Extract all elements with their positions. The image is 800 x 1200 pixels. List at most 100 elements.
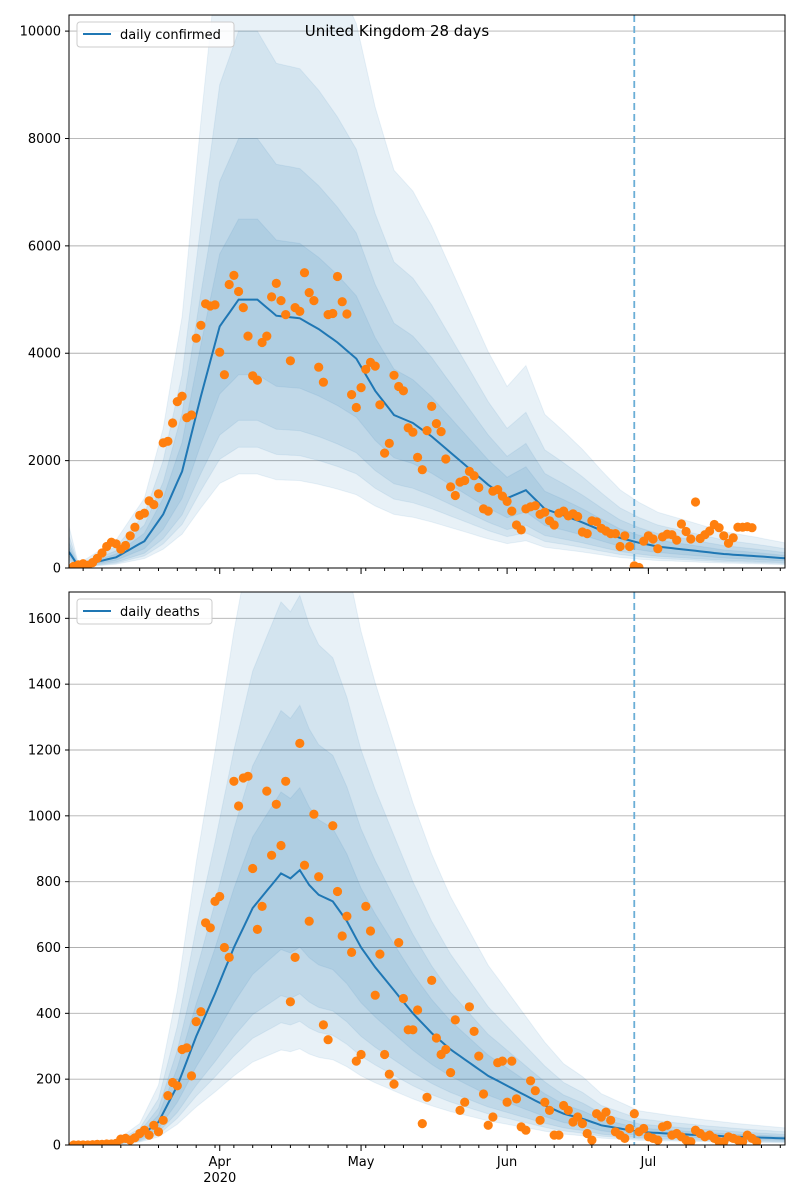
observation-point xyxy=(738,1137,748,1145)
observation-point xyxy=(257,337,267,348)
observation-point xyxy=(285,997,295,1007)
y-tick-label: 6000 xyxy=(28,239,61,254)
observation-point xyxy=(427,975,437,986)
observation-point xyxy=(450,1015,460,1025)
observation-point xyxy=(205,923,215,933)
observation-point xyxy=(705,526,715,536)
observation-point xyxy=(686,1137,696,1145)
observation-point xyxy=(262,331,272,341)
observation-point xyxy=(356,1049,366,1060)
confirmed-y-axis: 0 2000 4000 6000 8000 10000 xyxy=(20,25,69,577)
observation-point xyxy=(314,872,324,882)
observation-point xyxy=(483,1120,493,1130)
y-tick-label: 0 xyxy=(53,1139,61,1154)
observation-point xyxy=(153,489,164,499)
observation-point xyxy=(544,1105,555,1115)
observation-point xyxy=(446,1068,456,1078)
observation-point xyxy=(224,279,234,290)
observation-point xyxy=(521,1125,531,1135)
observation-point xyxy=(587,1135,597,1145)
legend-box xyxy=(76,598,213,625)
observation-point xyxy=(361,901,371,912)
observation-point xyxy=(511,1094,522,1104)
observation-point xyxy=(281,310,291,320)
y-tick-label: 4000 xyxy=(28,347,61,362)
observation-point xyxy=(342,309,352,319)
observation-point xyxy=(455,1105,465,1115)
observation-point xyxy=(342,911,352,921)
observation-point xyxy=(186,410,197,420)
observation-point xyxy=(304,288,314,298)
x-tick-label: Apr xyxy=(208,1155,231,1170)
observation-point xyxy=(219,370,229,380)
confirmed-legend: daily confirmed xyxy=(76,21,235,48)
credible-band xyxy=(69,218,785,568)
observation-point xyxy=(634,562,644,568)
observation-point xyxy=(229,776,239,786)
observation-point xyxy=(441,454,451,464)
deaths-bands xyxy=(69,592,785,1145)
x-tick-label: Jul xyxy=(640,1155,657,1170)
y-tick-label: 1000 xyxy=(28,809,61,824)
observation-point xyxy=(130,522,140,532)
observation-point xyxy=(653,1135,663,1145)
observation-point xyxy=(295,306,305,316)
observation-point xyxy=(337,931,347,941)
observation-point xyxy=(271,799,281,809)
observation-point xyxy=(290,952,300,963)
observation-point xyxy=(252,924,262,935)
observation-point xyxy=(752,1137,762,1145)
observation-point xyxy=(653,544,663,554)
y-tick-label: 10000 xyxy=(20,25,61,40)
observation-point xyxy=(252,375,262,385)
observation-point xyxy=(361,364,371,374)
credible-band xyxy=(69,592,785,1145)
observation-point xyxy=(238,303,248,313)
observation-point xyxy=(149,1120,159,1130)
observation-point xyxy=(398,386,408,396)
observation-point xyxy=(620,531,630,541)
observation-point xyxy=(483,506,493,516)
x-year-label: 2020 xyxy=(203,1171,236,1186)
observation-point xyxy=(460,1097,470,1107)
observation-point xyxy=(389,370,399,380)
observation-point xyxy=(224,952,234,963)
observation-point xyxy=(747,523,757,533)
observation-point xyxy=(389,1079,399,1089)
observation-point xyxy=(158,1115,168,1125)
observation-point xyxy=(332,271,343,282)
observation-point xyxy=(422,1092,432,1102)
observation-point xyxy=(380,448,390,458)
deaths-observations xyxy=(69,738,762,1145)
observation-point xyxy=(347,390,357,400)
observation-point xyxy=(601,1107,611,1117)
observation-point xyxy=(625,541,635,552)
observation-point xyxy=(413,452,423,462)
observation-point xyxy=(469,1026,479,1036)
observation-point xyxy=(474,482,484,493)
observation-point xyxy=(441,1044,451,1055)
observation-point xyxy=(196,320,206,330)
observation-point xyxy=(191,333,201,343)
observation-point xyxy=(648,534,658,544)
observation-point xyxy=(168,418,178,428)
observation-point xyxy=(446,482,456,492)
observation-point xyxy=(384,1069,394,1079)
observation-point xyxy=(153,1127,164,1137)
observation-point xyxy=(464,1002,474,1012)
observation-point xyxy=(507,1056,517,1066)
observation-point xyxy=(422,426,432,436)
observation-point xyxy=(295,738,305,749)
observation-point xyxy=(271,278,281,288)
observation-point xyxy=(215,347,225,357)
y-tick-label: 1400 xyxy=(28,678,61,693)
x-tick-label: May xyxy=(348,1155,375,1170)
observation-point xyxy=(347,947,357,958)
observation-point xyxy=(625,1123,635,1134)
observation-point xyxy=(186,1071,197,1081)
confirmed-observations xyxy=(69,268,757,568)
observation-point xyxy=(234,286,244,297)
observation-point xyxy=(139,508,149,518)
observation-point xyxy=(318,1020,328,1030)
observation-point xyxy=(507,506,517,516)
